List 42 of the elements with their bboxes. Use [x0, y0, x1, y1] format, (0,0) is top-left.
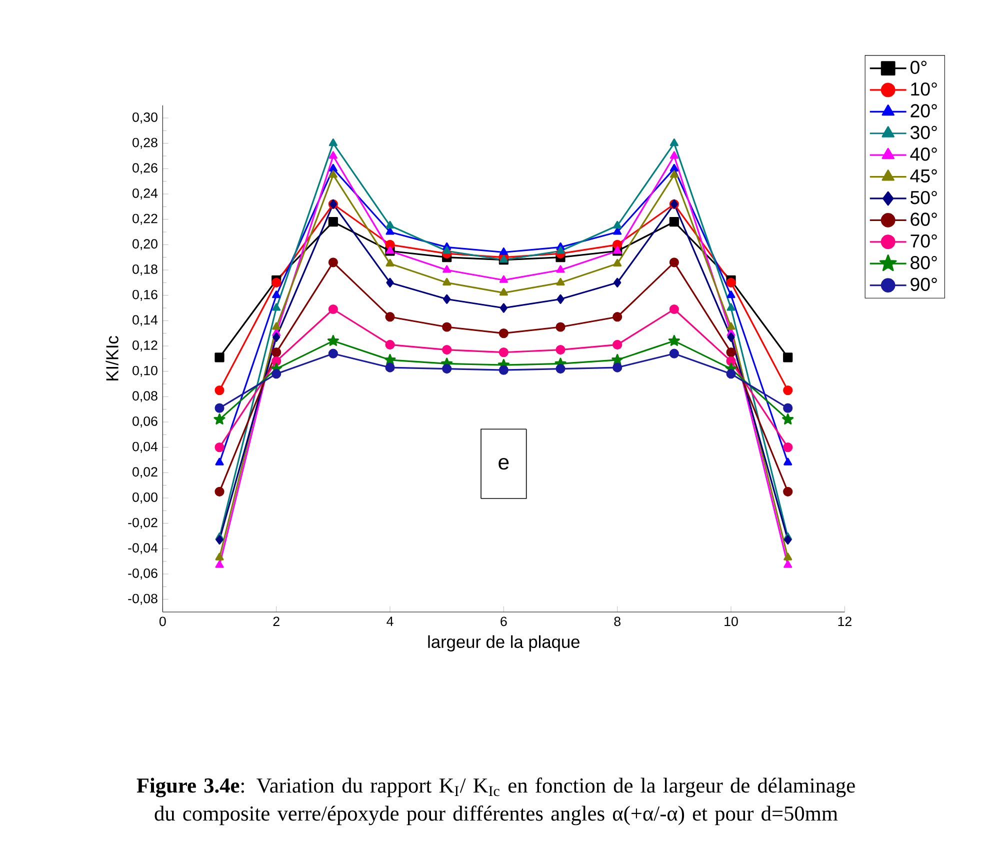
legend-label: 0°	[910, 60, 926, 74]
annotation: e	[498, 458, 509, 470]
legend-label: 45°	[910, 169, 937, 182]
legend-label: 50°	[910, 190, 937, 204]
y-tick-label: 0,04	[132, 442, 158, 453]
legend-label: 90°	[910, 278, 937, 291]
y-tick-label: 0,28	[132, 138, 158, 149]
y-tick-label: 0,14	[132, 315, 158, 326]
x-tick-label: 2	[273, 616, 280, 626]
y-tick-label: -0,06	[128, 568, 158, 580]
legend-label: 20°	[910, 104, 937, 118]
y-tick-label: -0,04	[128, 543, 158, 554]
legend-label: 80°	[910, 256, 937, 270]
legend-label: 10°	[911, 82, 937, 96]
y-tick-label: 0,24	[132, 188, 158, 200]
y-tick-label: 0,02	[132, 467, 158, 478]
y-tick-label: -0,08	[128, 594, 158, 605]
y-tick-label: 0,12	[132, 340, 158, 352]
x-axis-title: largeur de la plaque	[428, 635, 580, 652]
y-tick-label: 0,20	[132, 239, 158, 250]
y-tick-label: 0,18	[132, 264, 158, 276]
y-tick-label: 0,10	[132, 366, 158, 377]
x-tick-label: 4	[386, 616, 394, 626]
x-tick-label: 10	[724, 616, 738, 626]
legend-label: 70°	[910, 234, 937, 248]
y-tick-label: 0,16	[132, 290, 158, 301]
text: Figure 3.4e: Variation du rapport K$_{I}$/ K$_{Ic}$ en fonction de la largeur de délaminage du composite verre/époxyde pour différentes angles α(+α/-α) et pour d=50mm	[136, 778, 855, 826]
legend-label: 30°	[910, 126, 937, 140]
y-tick-label: 0,22	[132, 214, 158, 225]
legend-label: 40°	[910, 148, 937, 161]
y-tick-label: 0,08	[132, 391, 158, 402]
x-tick-label: 12	[838, 616, 852, 626]
x-tick-label: 0	[159, 616, 166, 626]
y-tick-label: -0,02	[128, 518, 158, 529]
x-tick-label: 6	[500, 616, 507, 626]
x-tick-label: 8	[614, 616, 620, 626]
y-tick-label: 0,00	[132, 492, 158, 504]
y-tick-label: 0,26	[132, 163, 158, 174]
legend-label: 60°	[910, 212, 937, 226]
y-tick-label: 0,06	[132, 416, 158, 428]
y-axis-title: KI/KIc	[106, 336, 118, 380]
y-tick-label: 0,30	[132, 112, 158, 124]
